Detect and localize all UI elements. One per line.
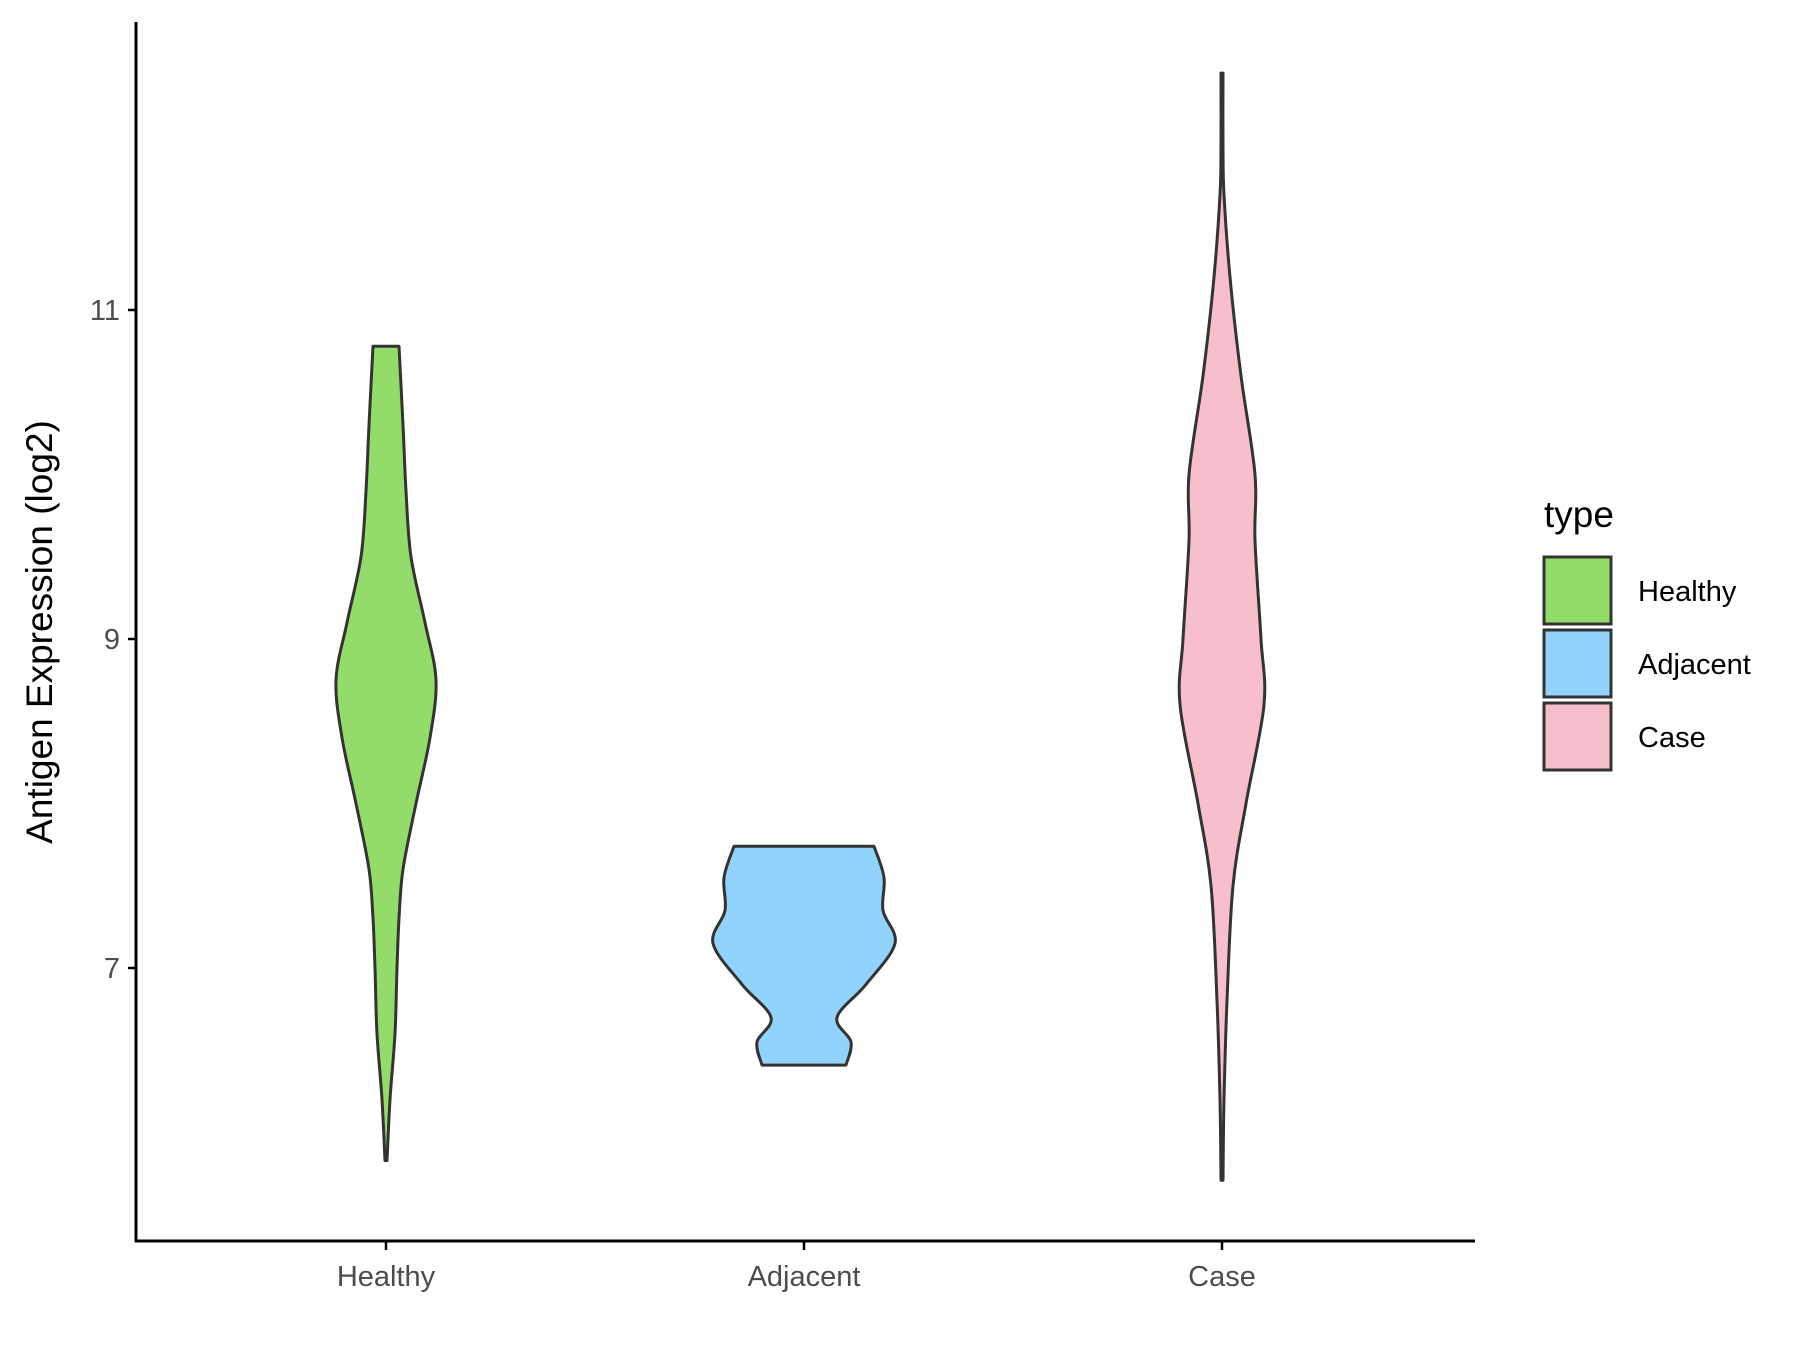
x-tick-label: Healthy <box>337 1261 436 1293</box>
legend-label-adjacent: Adjacent <box>1638 649 1751 681</box>
legend: type Healthy Adjacent Case <box>1542 494 1751 772</box>
x-tick-label: Case <box>1188 1261 1256 1293</box>
x-tick-label: Adjacent <box>748 1261 861 1293</box>
y-axis-title: Antigen Expression (log2) <box>19 420 60 844</box>
legend-swatch-healthy <box>1542 555 1613 626</box>
legend-title: type <box>1544 494 1614 535</box>
violin-healthy <box>334 344 438 1162</box>
legend-swatch-case <box>1542 701 1613 772</box>
violin-case <box>1177 71 1267 1182</box>
x-axis-ticks: Healthy Adjacent Case <box>337 1241 1256 1293</box>
legend-label-healthy: Healthy <box>1638 576 1737 608</box>
legend-label-case: Case <box>1638 722 1706 754</box>
violin-adjacent <box>711 844 897 1067</box>
y-tick-label: 11 <box>90 295 120 327</box>
legend-swatch-adjacent <box>1542 628 1613 699</box>
y-tick-label: 9 <box>104 624 120 656</box>
y-axis-ticks: 7 9 11 <box>90 295 136 985</box>
violins-layer <box>334 71 1267 1182</box>
y-tick-label: 7 <box>104 953 120 985</box>
